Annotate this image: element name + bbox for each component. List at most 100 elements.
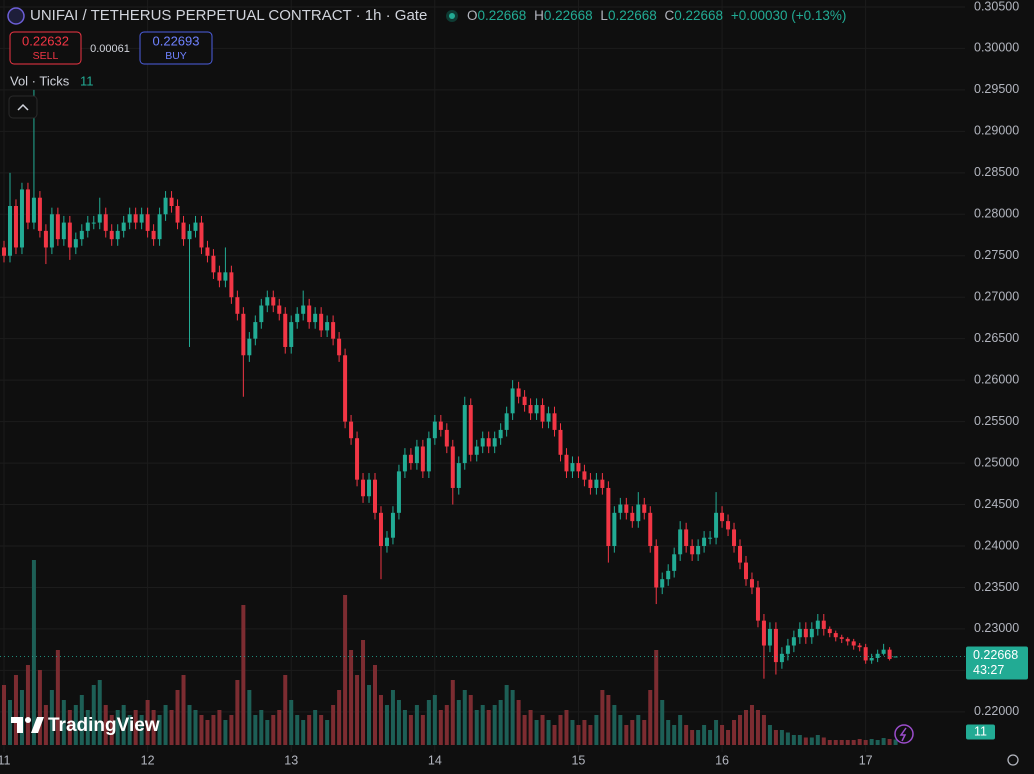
volume-bar [827, 740, 832, 745]
volume-bar [600, 690, 605, 745]
volume-bar [79, 695, 84, 745]
y-tick-label: 0.29500 [974, 82, 1019, 96]
volume-bar [145, 700, 150, 745]
settings-button[interactable] [1007, 754, 1019, 766]
candle-body [325, 322, 330, 331]
buy-price: 0.22693 [153, 33, 200, 48]
volume-bar [390, 690, 395, 745]
volume-bar [73, 705, 78, 745]
volume-bar [606, 695, 611, 745]
volume-bar [696, 730, 701, 745]
candle-body [169, 197, 174, 206]
candle-body [462, 405, 467, 464]
volume-bar [510, 690, 515, 745]
y-tick-label: 0.25000 [974, 455, 1019, 469]
candle-body [97, 214, 102, 223]
volume-bar [714, 720, 719, 745]
price-label: 0.22668 [973, 648, 1018, 662]
candle-body [199, 222, 204, 248]
volume-bar [480, 705, 485, 745]
candle-body [384, 537, 389, 547]
volume-bar [612, 705, 617, 745]
volume-bar [648, 690, 653, 745]
lightning-button[interactable] [894, 724, 914, 744]
price-label-box [966, 646, 1028, 680]
volume-bar [564, 710, 569, 745]
candle-body [301, 305, 306, 314]
candle-body [492, 438, 497, 447]
candle-body [738, 546, 743, 563]
volume-bar [618, 715, 623, 745]
candle-body [732, 529, 737, 547]
volume-bar [552, 725, 557, 745]
candle-body [289, 322, 294, 347]
sell-button[interactable] [9, 31, 82, 65]
candle-body [37, 197, 42, 231]
candle-body [773, 628, 778, 663]
volume-bar [187, 705, 192, 745]
candle-body [558, 429, 563, 455]
candle-body [588, 479, 593, 488]
candle-body [408, 454, 413, 464]
volume-bar [875, 740, 880, 745]
volume-bar [43, 705, 48, 745]
volume-bar [121, 705, 126, 745]
x-tick-label: 16 [715, 753, 729, 767]
candle-body [869, 657, 874, 661]
volume-bar [169, 710, 174, 745]
candle-body [175, 205, 180, 223]
candle-body [145, 214, 150, 231]
candle-body [486, 438, 491, 447]
volume-bar [456, 700, 461, 745]
candle-body [115, 230, 120, 240]
ohlc-value: 0.22668 [544, 8, 593, 23]
y-tick-label: 0.22000 [974, 704, 1019, 718]
volume-bar [349, 650, 354, 745]
volume-bar [857, 739, 862, 745]
candle-body [546, 413, 551, 422]
volume-bar [869, 739, 874, 745]
volume-bar [67, 710, 72, 745]
volume-bar [265, 720, 270, 745]
candle-body [444, 429, 449, 447]
candle-body [875, 653, 880, 658]
candle-body [833, 633, 838, 638]
candle-body [247, 338, 252, 356]
candle-body [540, 405, 545, 422]
volume-bar [283, 675, 288, 745]
candle-body [827, 628, 832, 634]
brand-logo: TradingView [11, 715, 160, 736]
candle-body [67, 222, 72, 248]
change: +0.00030 (+0.13%) [731, 8, 847, 23]
candle-body [127, 214, 132, 223]
buy-button[interactable] [139, 31, 213, 65]
candle-body [570, 463, 575, 472]
volume-bar [845, 740, 850, 745]
candle-body [636, 504, 641, 522]
volume-bar [289, 700, 294, 745]
volume-bar [678, 715, 683, 745]
brand: TradingView [48, 715, 160, 736]
volume-bar [373, 665, 378, 745]
candle-body [361, 479, 366, 497]
candle-body [743, 562, 748, 580]
volume-bar [588, 725, 593, 745]
candle-body [690, 546, 695, 555]
volume-bar [31, 560, 36, 745]
candle-body [809, 628, 814, 638]
candle-body [13, 205, 18, 248]
candle-body [313, 313, 318, 323]
volume-bar [175, 690, 180, 745]
volume-bar [881, 738, 886, 745]
candle-body [480, 438, 485, 447]
candle-body [193, 222, 198, 231]
volume-bar [528, 710, 533, 745]
volume-bar [235, 680, 240, 745]
y-tick-label: 0.30000 [974, 41, 1019, 55]
volume-bar [791, 735, 796, 745]
logo-mark [11, 717, 23, 733]
candle-body [510, 388, 515, 414]
volume-bar [630, 720, 635, 745]
collapse-button[interactable] [8, 95, 38, 119]
